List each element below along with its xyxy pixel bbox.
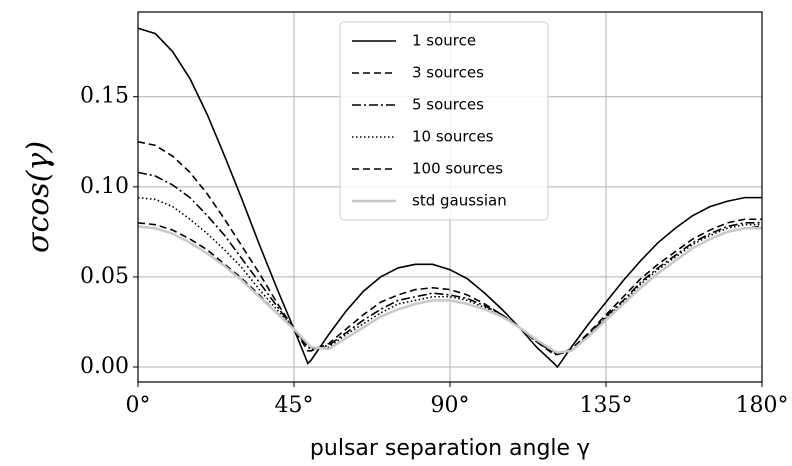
- legend-label: 5 sources: [412, 96, 484, 114]
- y-tick-label: 0.10: [80, 174, 129, 199]
- x-tick-label: 45°: [275, 393, 314, 418]
- x-axis-label: pulsar separation angle γ: [310, 436, 590, 461]
- series-line: [137, 171, 762, 356]
- legend-label: std gaussian: [412, 192, 507, 210]
- legend-label: 3 sources: [412, 64, 484, 82]
- legend-label: 1 source: [412, 32, 476, 50]
- legend-label: 100 sources: [412, 160, 503, 178]
- series-line: [137, 196, 762, 356]
- legend-box: [339, 21, 549, 221]
- x-tick-label: 135°: [580, 393, 633, 418]
- y-tick-label: 0.15: [80, 84, 129, 109]
- plot-frame: [137, 11, 763, 383]
- legend-label: 10 sources: [412, 128, 494, 146]
- x-tick-label: 180°: [736, 393, 789, 418]
- x-tick-label: 0°: [126, 393, 151, 418]
- legend: 1 source 3 sources 5 sources 10 sources 100 …: [339, 21, 549, 221]
- series-line: [137, 27, 762, 369]
- y-tick-label: 0.05: [80, 264, 129, 289]
- y-axis-label: σcos(γ): [21, 141, 56, 253]
- x-tick-label: 90°: [431, 393, 470, 418]
- y-tick-label: 0.00: [80, 354, 129, 379]
- series-line: [137, 225, 762, 354]
